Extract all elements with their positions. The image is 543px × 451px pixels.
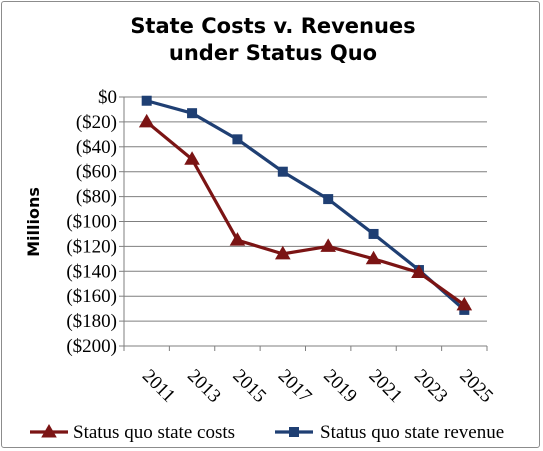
- triangle-marker: [138, 113, 155, 128]
- square-marker: [187, 108, 198, 119]
- triangle-marker: [41, 423, 57, 438]
- x-tick-label: 2013: [183, 365, 225, 407]
- y-tick-label: ($180): [66, 311, 117, 332]
- triangle-marker: [411, 264, 427, 279]
- square-marker: [289, 427, 299, 437]
- square-marker: [368, 228, 379, 239]
- y-tick-label: ($60): [76, 162, 117, 183]
- x-tick-label: 2015: [228, 365, 270, 407]
- series-lines: [138, 95, 473, 315]
- square-marker: [232, 134, 243, 145]
- legend-label: Status quo state costs: [73, 422, 235, 443]
- square-marker: [277, 166, 288, 177]
- triangle-marker: [229, 232, 246, 246]
- x-tick-label: 2017: [274, 365, 316, 407]
- y-tick-label: ($40): [76, 137, 117, 158]
- square-marker: [323, 194, 334, 205]
- y-tick-label: ($200): [66, 336, 117, 357]
- gridlines: [124, 96, 487, 347]
- chart-title-line-2: under Status Quo: [169, 41, 377, 65]
- triangle-marker: [184, 151, 200, 165]
- legend-item: Status quo state costs: [30, 422, 235, 443]
- y-tick-label: ($80): [76, 187, 117, 208]
- y-tick-label: ($140): [66, 261, 117, 282]
- y-tick-label: ($160): [66, 286, 117, 307]
- axes: $0 ($20) ($40) ($60) ($80) ($100) ($120) ($140)…: [66, 87, 497, 407]
- legend-label: Status quo state revenue: [320, 422, 504, 443]
- x-tick-label: 2021: [365, 365, 407, 407]
- triangle-marker: [365, 250, 382, 265]
- y-tick-label: ($120): [66, 236, 117, 257]
- y-tick-label: ($100): [66, 212, 117, 233]
- triangle-marker: [275, 245, 291, 260]
- square-marker: [141, 95, 152, 106]
- x-tick-label: 2025: [455, 365, 497, 407]
- legend: Status quo state costs Status quo state r…: [30, 422, 504, 443]
- series-revenue: [141, 95, 470, 315]
- legend-item: Status quo state revenue: [275, 422, 504, 443]
- triangle-marker: [320, 238, 336, 252]
- y-axis-label: Millions: [24, 187, 43, 257]
- x-tick-label: 2019: [319, 365, 361, 407]
- triangle-marker: [456, 296, 473, 311]
- x-tick-label: 2011: [138, 365, 179, 406]
- series-line: [146, 99, 466, 312]
- chart-title-line-1: State Costs v. Revenues: [130, 14, 415, 38]
- y-tick-label: $0: [98, 87, 117, 108]
- y-tick-label: ($20): [76, 112, 117, 133]
- series-costs: [138, 113, 473, 311]
- series-line: [145, 120, 466, 307]
- x-tick-label: 2023: [410, 365, 452, 407]
